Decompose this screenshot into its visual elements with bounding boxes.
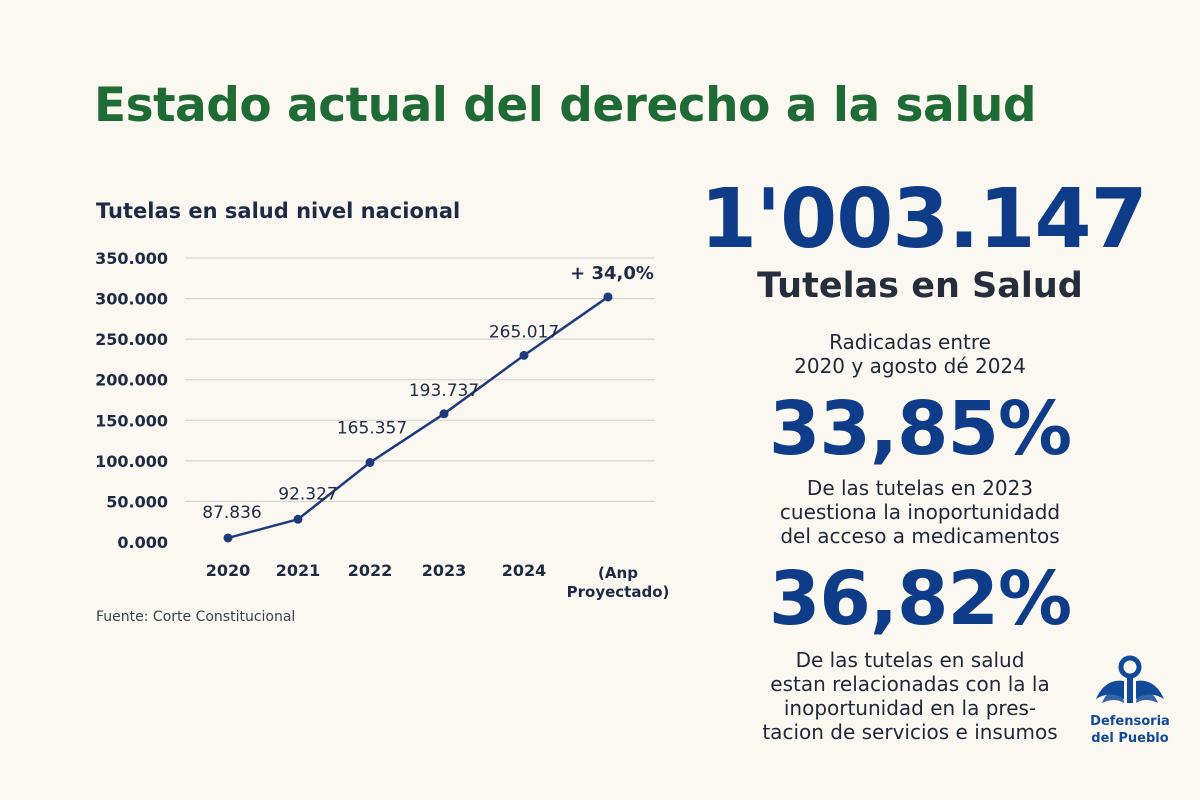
x-tick-label: 2020	[206, 561, 251, 580]
y-tick-label: 250.000	[95, 330, 168, 349]
total-tutelas-description: Radicadas entre 2020 y agosto dé 2024	[700, 330, 1120, 378]
medicamentos-percentage: 33,85%	[768, 386, 1072, 472]
logo-line2: del Pueblo	[1091, 731, 1169, 746]
x-tick-label: 2024	[502, 561, 547, 580]
total-tutelas-label: Tutelas en Salud	[757, 266, 1083, 306]
y-tick-label: 300.000	[95, 290, 168, 309]
desc-line: Radicadas entre	[829, 330, 991, 354]
medicamentos-description: De las tutelas en 2023 cuestiona la inop…	[700, 476, 1140, 548]
servicios-description: De las tutelas en salud estan relacionad…	[690, 648, 1130, 744]
data-point	[223, 533, 233, 543]
data-point	[365, 457, 375, 467]
defensoria-emblem-icon	[1096, 655, 1164, 703]
chart-title: Tutelas en salud nivel nacional	[96, 199, 461, 223]
x-tick-label: 2022	[348, 561, 393, 580]
desc-line: De las tutelas en salud	[795, 648, 1025, 672]
y-tick-label: 150.000	[95, 411, 168, 430]
y-tick-label: 200.000	[95, 371, 168, 390]
logo-line1: Defensoria	[1090, 714, 1170, 729]
x-tick-label: 2023	[422, 561, 467, 580]
data-point	[293, 514, 303, 524]
data-label: 165.357	[337, 418, 407, 438]
data-point	[603, 292, 613, 302]
data-label: 87.836	[202, 503, 261, 523]
servicios-percentage: 36,82%	[768, 556, 1072, 642]
desc-line: estan relacionadas con la la	[770, 672, 1050, 696]
total-tutelas-value: 1'003.147	[700, 172, 1148, 267]
data-point	[439, 409, 449, 419]
y-tick-label: 50.000	[106, 492, 168, 511]
line-chart: 350.000 300.000 250.000 200.000 150.000 100.0…	[95, 249, 670, 601]
desc-line: tacion de servicios e insumos	[762, 720, 1058, 744]
data-label: + 34,0%	[570, 263, 654, 284]
data-label: 193.737	[409, 381, 479, 401]
desc-line: 2020 y agosto dé 2024	[794, 354, 1026, 378]
y-tick-label: 0.000	[117, 533, 168, 552]
data-label: 92.327	[278, 484, 337, 504]
desc-line: inoportunidad en la pres-	[783, 696, 1037, 720]
x-tick-label: (Anp Proyectado)	[567, 564, 670, 601]
series-line	[227, 295, 609, 540]
y-tick-label: 350.000	[95, 249, 168, 268]
page-title: Estado actual del derecho a la salud	[94, 78, 1036, 133]
desc-line: cuestiona la inoportunidadd	[779, 500, 1061, 524]
data-label: 265.017	[489, 322, 559, 342]
source-note: Fuente: Corte Constitucional	[96, 609, 296, 625]
desc-line: del acceso a medicamentos	[780, 524, 1060, 548]
data-point	[519, 350, 529, 360]
x-tick-label: 2021	[276, 561, 321, 580]
y-tick-label: 100.000	[95, 452, 168, 471]
defensoria-logo: Defensoria del Pueblo	[1090, 655, 1170, 746]
desc-line: De las tutelas en 2023	[806, 476, 1034, 500]
